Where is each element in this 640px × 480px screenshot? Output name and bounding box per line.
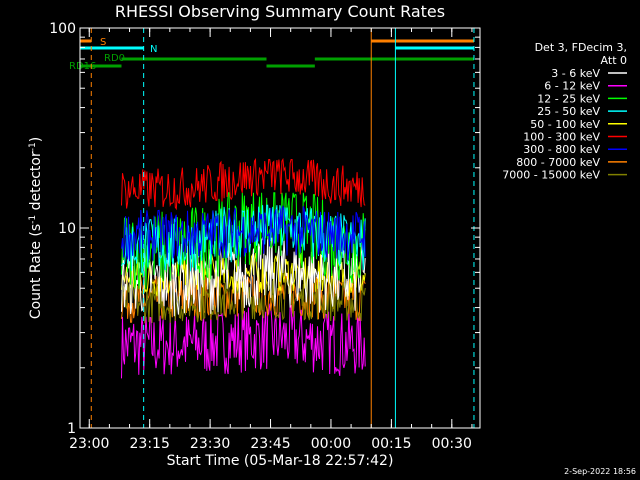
series-line	[121, 303, 366, 379]
footer-date: 2-Sep-2022 18:56	[564, 467, 636, 476]
x-axis-label: Start Time (05-Mar-18 22:57:42)	[167, 453, 394, 469]
flag-label: S	[100, 37, 106, 48]
legend-entry-label: 6 - 12 keV	[544, 80, 600, 93]
legend-entry-label: 100 - 300 keV	[523, 131, 600, 144]
x-tick-label: 23:00	[69, 436, 109, 452]
flag-layer: S N RD0 RD16	[69, 37, 474, 72]
x-tick-label: 23:45	[250, 436, 290, 452]
x-tick-label: 00:00	[311, 436, 351, 452]
x-tick-label: 00:30	[432, 436, 472, 452]
flag-label: N	[150, 44, 157, 55]
y-tick-label: 10	[58, 221, 76, 237]
axis-layer: 1 10 100 23:00 23:15 23:30 23:45 00:00 00:15 00:3…	[49, 21, 480, 452]
legend-entry-label: 3 - 6 keV	[551, 67, 600, 80]
legend-entry-label: 7000 - 15000 keV	[502, 169, 600, 182]
x-tick-label: 23:30	[190, 436, 230, 452]
data-layer	[121, 157, 366, 379]
x-tick-label: 23:15	[130, 436, 170, 452]
series-line	[121, 204, 366, 274]
chart-title: RHESSI Observing Summary Count Rates	[115, 2, 445, 21]
legend-entry-label: 800 - 7000 keV	[516, 156, 600, 169]
legend-header-line-1: Det 3, FDecim 3,	[535, 41, 627, 54]
y-tick-label: 1	[67, 421, 76, 437]
series-line	[121, 205, 366, 262]
y-tick-label: 100	[49, 21, 76, 37]
legend-entry-label: 25 - 50 keV	[537, 105, 600, 118]
legend-entry-label: 12 - 25 keV	[537, 92, 600, 105]
legend-entry-label: 50 - 100 keV	[530, 118, 600, 131]
series-line	[121, 157, 366, 211]
y-axis-label: Count Rate (s-1 detector-1)	[28, 137, 44, 319]
flag-label: RD16	[69, 61, 96, 72]
flag-label: RD0	[104, 53, 125, 64]
legend-header-line-2: Att 0	[601, 54, 627, 67]
x-tick-label: 00:15	[371, 436, 411, 452]
legend-entry-label: 300 - 800 keV	[523, 143, 600, 156]
series-line	[121, 235, 366, 317]
